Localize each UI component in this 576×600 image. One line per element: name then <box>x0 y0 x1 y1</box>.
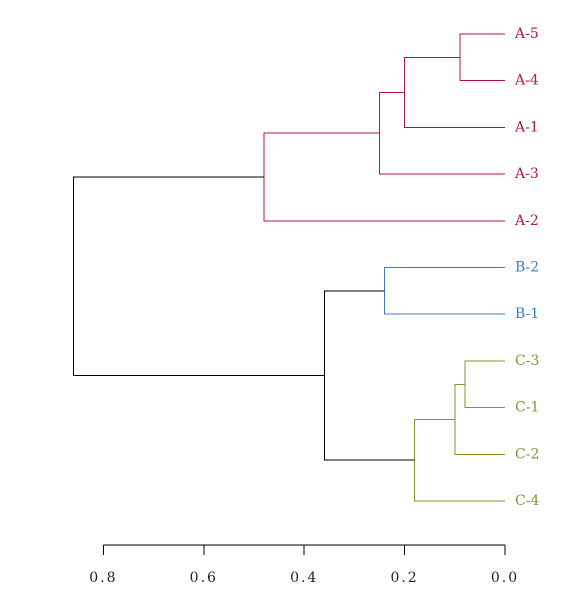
merge-link-m5 <box>384 267 505 315</box>
leaf-label-c-2: C-2 <box>515 446 539 462</box>
merge-link-m6 <box>464 360 505 409</box>
leaf-label-c-3: C-3 <box>515 353 539 369</box>
leaf-label-a-5: A-5 <box>514 26 539 42</box>
x-tick-label: 0.2 <box>390 570 418 586</box>
leaf-label-b-2: B-2 <box>515 260 539 276</box>
x-tick-label: 0.6 <box>190 570 218 586</box>
leaf-label-a-1: A-1 <box>514 119 539 135</box>
x-tick-label: 0.4 <box>290 570 318 586</box>
merge-link-m3 <box>379 91 505 175</box>
merge-link-m8 <box>414 418 505 502</box>
merge-link-m2 <box>404 56 505 128</box>
leaf-labels: A-5 A-4 A-1 A-3 A-2 B-2 B-1 C-3 C-1 C-2 C-4 <box>514 26 539 509</box>
leaf-label-a-3: A-3 <box>514 166 539 182</box>
merge-link-m4 <box>263 132 505 222</box>
merge-link-m10 <box>72 176 325 376</box>
leaf-label-a-4: A-4 <box>514 73 539 89</box>
x-tick-label: 0.0 <box>491 570 519 586</box>
merge-link-m1 <box>459 33 505 82</box>
leaf-label-b-1: B-1 <box>515 306 539 322</box>
x-axis: 0.8 0.6 0.4 0.2 0.0 <box>89 544 519 586</box>
dendrogram-links <box>72 33 505 502</box>
leaf-label-a-2: A-2 <box>514 213 539 229</box>
x-ticks: 0.8 0.6 0.4 0.2 0.0 <box>89 545 519 586</box>
merge-link-m7 <box>454 383 505 455</box>
merge-link-m9 <box>323 290 415 461</box>
x-tick-label: 0.8 <box>89 570 117 586</box>
leaf-label-c-1: C-1 <box>515 400 539 416</box>
leaf-label-c-4: C-4 <box>515 493 539 509</box>
